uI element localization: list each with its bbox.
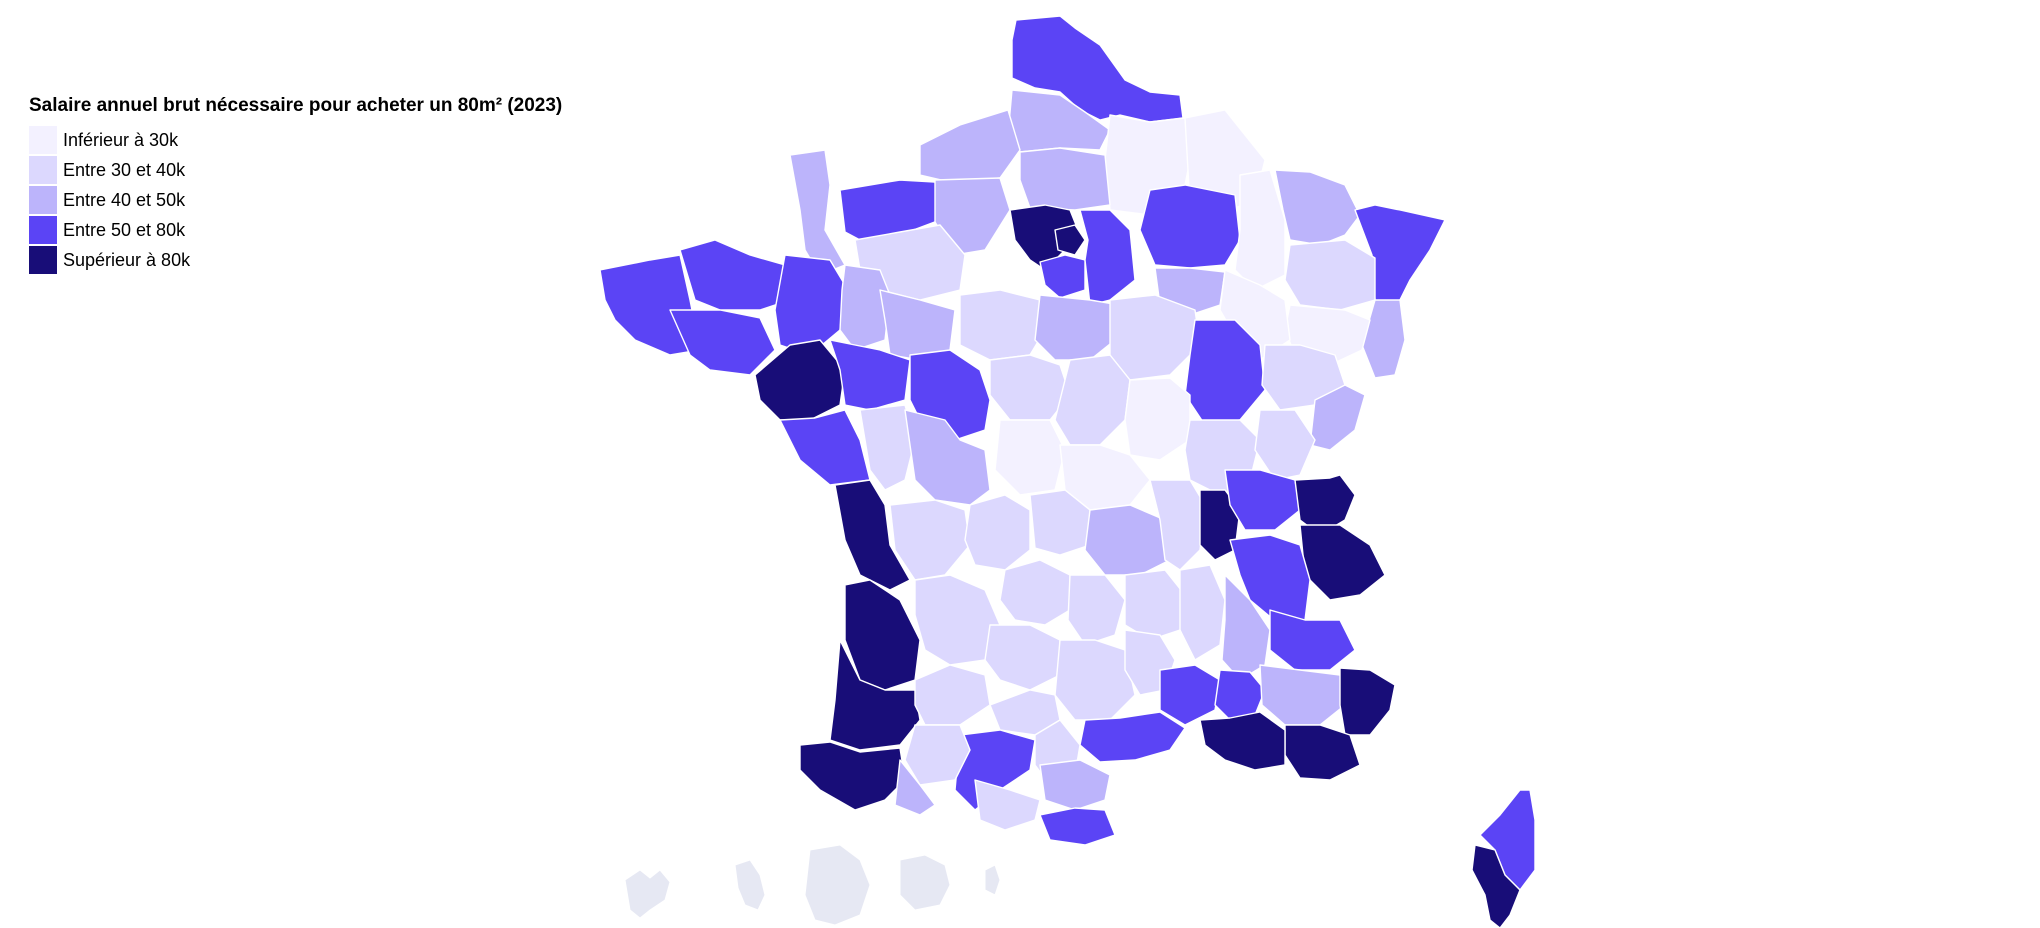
region-charente[interactable] <box>889 499 971 581</box>
legend-label-lt30: Inférieur à 30k <box>63 129 179 150</box>
region-haute-vienne[interactable] <box>964 494 1031 571</box>
region-pyrenees-orientales[interactable] <box>1039 807 1116 846</box>
region-hautes-pyrenees[interactable] <box>894 759 936 816</box>
region-herault[interactable] <box>1079 711 1186 763</box>
region-sarthe[interactable] <box>879 289 956 361</box>
legend-swatch-lt30 <box>29 126 57 154</box>
region-ain[interactable] <box>1224 469 1301 531</box>
region-var[interactable] <box>1284 724 1361 781</box>
overseas-guadeloupe[interactable] <box>624 869 671 919</box>
legend-item-gt80: Supérieur à 80k <box>29 245 669 275</box>
region-lot-et-garonne[interactable] <box>914 664 991 726</box>
region-aude[interactable] <box>1039 759 1111 811</box>
legend-item-50-80: Entre 50 et 80k <box>29 215 669 245</box>
region-meuse[interactable] <box>1234 169 1286 291</box>
region-yonne[interactable] <box>1109 294 1201 381</box>
region-seine-maritime[interactable] <box>919 109 1021 183</box>
legend-swatch-50-80 <box>29 216 57 244</box>
legend-swatch-30-40 <box>29 156 57 184</box>
region-alpes-haute-provence[interactable] <box>1259 664 1346 726</box>
region-nievre[interactable] <box>1124 377 1191 461</box>
legend-title: Salaire annuel brut nécessaire pour ache… <box>29 95 563 116</box>
region-paris[interactable] <box>1054 224 1086 256</box>
region-eure-et-loir[interactable] <box>959 289 1046 361</box>
region-meurthe[interactable] <box>1284 239 1376 311</box>
region-pyrenees-atlantiques[interactable] <box>799 741 906 811</box>
region-puy-de-dome[interactable] <box>1084 504 1171 576</box>
region-landes[interactable] <box>829 639 921 751</box>
region-essonne[interactable] <box>1039 254 1086 299</box>
region-ariege[interactable] <box>974 779 1041 831</box>
region-morbihan[interactable] <box>669 309 776 376</box>
region-finistere[interactable] <box>599 254 701 356</box>
region-haute-garonne[interactable] <box>954 729 1036 811</box>
legend-label-50-80: Entre 50 et 80k <box>63 219 186 240</box>
region-jura[interactable] <box>1254 409 1316 481</box>
region-indre[interactable] <box>994 419 1066 496</box>
region-cotes-darmor[interactable] <box>679 239 791 311</box>
legend-label-gt80: Supérieur à 80k <box>63 249 191 270</box>
legend-swatch-40-50 <box>29 186 57 214</box>
overseas-territories <box>624 844 1001 926</box>
region-bouches-du-rhone[interactable] <box>1199 711 1286 771</box>
region-mayenne[interactable] <box>839 264 891 351</box>
legend-item-30-40: Entre 30 et 40k <box>29 155 669 185</box>
region-aveyron[interactable] <box>1054 639 1136 721</box>
overseas-reunion[interactable] <box>899 854 951 911</box>
region-correze[interactable] <box>999 559 1071 626</box>
region-charente-maritime[interactable] <box>834 479 911 591</box>
region-loire[interactable] <box>1149 479 1206 571</box>
region-loire-atlantique[interactable] <box>754 339 846 421</box>
legend-label-40-50: Entre 40 et 50k <box>63 189 186 210</box>
region-marne[interactable] <box>1139 184 1241 269</box>
region-gard[interactable] <box>1159 664 1221 726</box>
overseas-guyane[interactable] <box>804 844 871 926</box>
legend-item-40-50: Entre 40 et 50k <box>29 185 669 215</box>
region-calvados[interactable] <box>839 179 941 241</box>
region-eure[interactable] <box>934 177 1011 256</box>
legend-item-lt30: Inférieur à 30k <box>29 125 669 155</box>
overseas-martinique[interactable] <box>734 859 766 911</box>
region-maine-et-loire[interactable] <box>829 339 911 411</box>
region-alpes-maritimes[interactable] <box>1339 667 1396 736</box>
region-seine-et-marne[interactable] <box>1079 209 1136 306</box>
region-ardeche[interactable] <box>1179 564 1226 661</box>
region-lot[interactable] <box>984 624 1061 691</box>
region-oise[interactable] <box>1019 147 1111 211</box>
region-vienne[interactable] <box>904 409 991 506</box>
region-cher[interactable] <box>1054 354 1131 446</box>
region-drome[interactable] <box>1221 574 1271 681</box>
overseas-mayotte[interactable] <box>984 864 1001 896</box>
region-haute-savoie[interactable] <box>1294 474 1356 536</box>
region-vendee[interactable] <box>779 409 871 486</box>
region-haute-loire[interactable] <box>1124 569 1186 641</box>
legend-label-30-40: Entre 30 et 40k <box>63 159 186 180</box>
map-legend: Salaire annuel brut nécessaire pour ache… <box>29 95 669 275</box>
region-haut-rhin[interactable] <box>1361 299 1406 379</box>
region-corse-du-sud[interactable] <box>1471 844 1521 928</box>
region-savoie[interactable] <box>1299 524 1386 601</box>
region-hautes-alpes[interactable] <box>1269 609 1356 671</box>
region-gers[interactable] <box>904 724 971 786</box>
legend-swatch-gt80 <box>29 246 57 274</box>
region-cantal[interactable] <box>1067 574 1126 646</box>
region-ille-et-vilaine[interactable] <box>774 254 846 356</box>
region-loiret[interactable] <box>1034 294 1121 361</box>
region-moselle[interactable] <box>1274 169 1361 246</box>
